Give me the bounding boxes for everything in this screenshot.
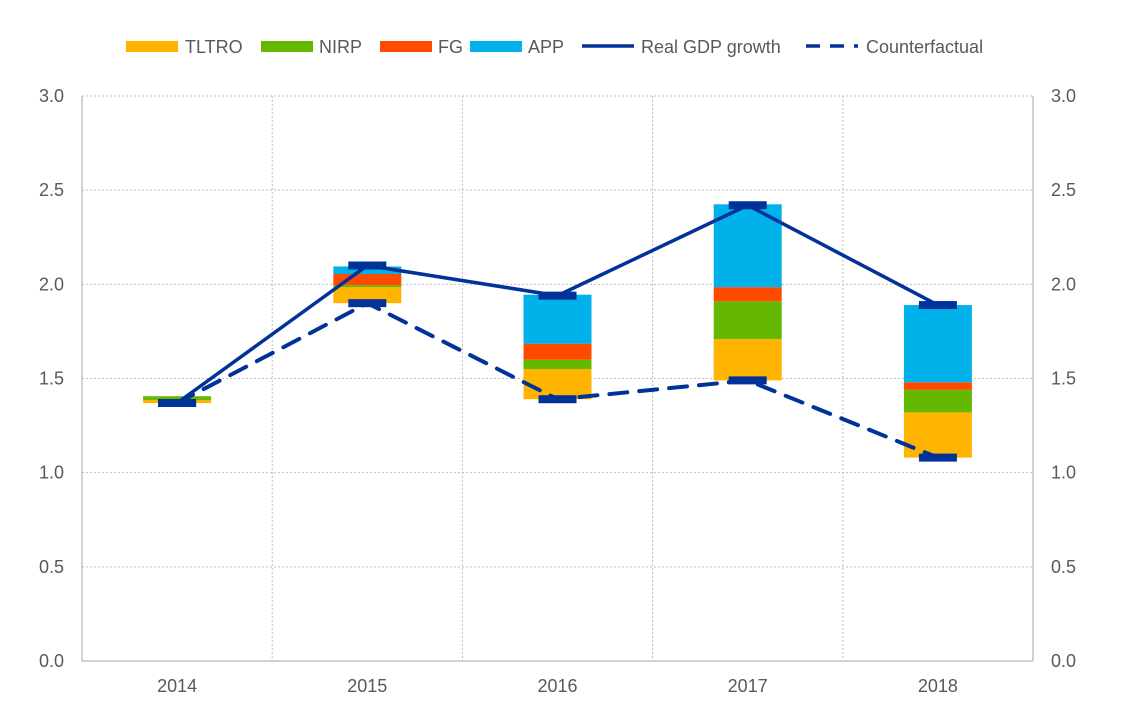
x-tick-label: 2014: [157, 676, 197, 696]
y-tick-label-right: 1.5: [1051, 369, 1076, 389]
y-tick-label-left: 1.0: [39, 463, 64, 483]
y-tick-label-left: 1.5: [39, 369, 64, 389]
x-tick-label: 2015: [347, 676, 387, 696]
x-tick-label: 2016: [537, 676, 577, 696]
legend-app-label: APP: [528, 37, 564, 57]
bar-tltro: [333, 287, 402, 304]
legend-nirp-swatch: [261, 41, 313, 52]
bar-nirp: [523, 359, 592, 370]
x-tick-label: 2017: [728, 676, 768, 696]
legend-fg-swatch: [380, 41, 432, 52]
legend-nirp-label: NIRP: [319, 37, 362, 57]
gridlines: [81, 95, 1034, 662]
y-tick-label-right: 2.0: [1051, 274, 1076, 294]
y-tick-label-right: 1.0: [1051, 463, 1076, 483]
legend-tltro-label: TLTRO: [185, 37, 243, 57]
bar-tltro: [903, 412, 972, 458]
marker-counterfactual: [538, 395, 577, 404]
bar-tltro: [713, 338, 782, 381]
marker-real-gdp-growth: [918, 301, 957, 310]
legend: TLTRO NIRP FG APP Real GDP growth Counterfact…: [126, 37, 983, 57]
lines: [158, 201, 957, 462]
marker-real-gdp-growth: [348, 261, 387, 270]
marker-counterfactual: [918, 453, 957, 462]
marker-counterfactual: [158, 398, 197, 407]
axes: 0.0 0.0 0.5 0.5 1.0 1.0 1.5 1.5 2.0 2.0 2.5 2.5 3.0 3…: [39, 86, 1076, 696]
marker-real-gdp-growth: [728, 201, 767, 210]
legend-fg-label: FG: [438, 37, 463, 57]
bar-nirp: [143, 396, 212, 400]
bar-fg: [903, 382, 972, 390]
y-tick-label-right: 0.0: [1051, 651, 1076, 671]
y-tick-label-left: 0.0: [39, 651, 64, 671]
marker-real-gdp-growth: [538, 291, 577, 300]
bar-tltro: [523, 369, 592, 400]
legend-app-swatch: [470, 41, 522, 52]
bars: [143, 204, 972, 458]
y-tick-label-right: 2.5: [1051, 180, 1076, 200]
legend-tltro-swatch: [126, 41, 178, 52]
legend-counterfactual-label: Counterfactual: [866, 37, 983, 57]
bar-nirp: [903, 389, 972, 413]
bar-fg: [523, 343, 592, 360]
marker-counterfactual: [348, 299, 387, 308]
bar-fg: [713, 287, 782, 302]
bar-fg: [333, 273, 402, 286]
bar-app: [523, 294, 592, 344]
bar-app: [333, 266, 402, 274]
y-tick-label-right: 0.5: [1051, 557, 1076, 577]
legend-real-gdp-growth-label: Real GDP growth: [641, 37, 781, 57]
y-tick-label-left: 2.0: [39, 274, 64, 294]
bar-nirp: [713, 301, 782, 339]
bar-app: [903, 305, 972, 383]
x-tick-label: 2018: [918, 676, 958, 696]
y-tick-label-left: 0.5: [39, 557, 64, 577]
y-tick-label-left: 2.5: [39, 180, 64, 200]
bar-nirp: [333, 285, 402, 288]
y-tick-label-left: 3.0: [39, 86, 64, 106]
y-tick-label-right: 3.0: [1051, 86, 1076, 106]
marker-counterfactual: [728, 376, 767, 385]
